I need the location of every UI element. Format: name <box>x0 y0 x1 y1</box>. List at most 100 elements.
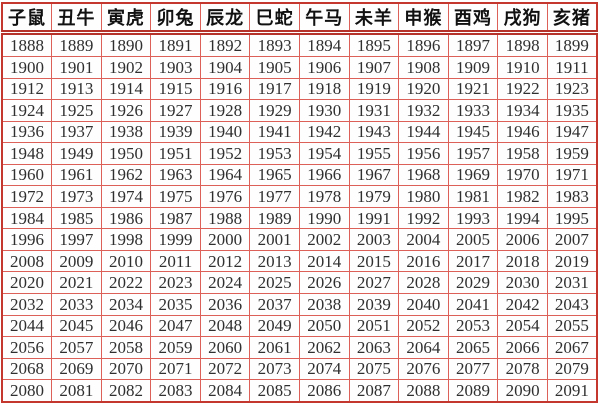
year-cell: 2023 <box>150 271 201 294</box>
table-row: 1936 1937 1938 1939 1940 1941 1942 1943 1944 1945… <box>1 120 598 144</box>
year-cell: 1953 <box>249 142 300 165</box>
year-cell: 1948 <box>1 142 53 165</box>
year-cell: 2089 <box>447 379 499 403</box>
year-cell: 1989 <box>249 206 300 230</box>
year-cell: 1993 <box>447 206 499 230</box>
year-cell: 2064 <box>398 336 449 359</box>
year-cell: 1973 <box>51 185 102 208</box>
year-cell: 1923 <box>546 77 598 101</box>
year-cell: 2051 <box>348 314 400 338</box>
year-cell: 2036 <box>199 292 251 316</box>
year-cell: 1988 <box>199 206 251 230</box>
year-cell: 1990 <box>298 206 350 230</box>
table-row: 1984 1985 1986 1987 1988 1989 1990 1991 1992 1993… <box>1 206 598 230</box>
year-cell: 1969 <box>447 163 499 187</box>
year-cell: 1998 <box>100 228 152 251</box>
year-cell: 2056 <box>1 336 53 359</box>
table-row: 2068 2069 2070 2071 2072 2073 2074 2075 2076 2077… <box>1 357 598 381</box>
year-cell: 1952 <box>199 142 251 165</box>
year-cell: 2014 <box>298 249 350 273</box>
year-cell: 2062 <box>298 336 350 359</box>
year-cell: 1958 <box>497 142 548 165</box>
year-cell: 2028 <box>398 271 449 294</box>
year-cell: 1933 <box>447 99 499 122</box>
year-cell: 2024 <box>199 271 251 294</box>
year-cell: 2059 <box>150 336 201 359</box>
year-cell: 2076 <box>398 357 449 381</box>
year-cell: 1927 <box>150 99 201 122</box>
year-cell: 1967 <box>348 163 400 187</box>
table-body: 1888 1889 1890 1891 1892 1893 1894 1895 1896 1897… <box>1 32 598 403</box>
year-cell: 2033 <box>51 292 102 316</box>
year-cell: 2027 <box>348 271 400 294</box>
header-cell-tiger: 寅虎 <box>100 2 152 35</box>
year-cell: 1889 <box>51 32 102 57</box>
year-cell: 1961 <box>51 163 102 187</box>
year-cell: 2077 <box>447 357 499 381</box>
year-cell: 1941 <box>249 120 300 144</box>
year-cell: 1970 <box>497 163 548 187</box>
year-cell: 1950 <box>100 142 152 165</box>
year-cell: 1940 <box>199 120 251 144</box>
table-row: 1960 1961 1962 1963 1964 1965 1966 1967 1968 1969… <box>1 163 598 187</box>
year-cell: 2031 <box>546 271 598 294</box>
year-cell: 1890 <box>100 32 152 57</box>
year-cell: 1960 <box>1 163 53 187</box>
year-cell: 1893 <box>249 32 300 57</box>
year-cell: 2079 <box>546 357 598 381</box>
table-row: 1912 1913 1914 1915 1916 1917 1918 1919 1920 1921… <box>1 77 598 101</box>
year-cell: 1974 <box>100 185 152 208</box>
year-cell: 1937 <box>51 120 102 144</box>
year-cell: 1895 <box>348 32 400 57</box>
year-cell: 1910 <box>497 55 548 79</box>
year-cell: 2038 <box>298 292 350 316</box>
year-cell: 2071 <box>150 357 201 381</box>
year-cell: 2069 <box>51 357 102 381</box>
year-cell: 1951 <box>150 142 201 165</box>
year-cell: 2005 <box>447 228 499 251</box>
year-cell: 2066 <box>497 336 548 359</box>
year-cell: 1938 <box>100 120 152 144</box>
year-cell: 2068 <box>1 357 53 381</box>
year-cell: 2015 <box>348 249 400 273</box>
year-cell: 1987 <box>150 206 201 230</box>
year-cell: 1931 <box>348 99 400 122</box>
year-cell: 1943 <box>348 120 400 144</box>
header-cell-goat: 未羊 <box>348 2 400 35</box>
year-cell: 2074 <box>298 357 350 381</box>
year-cell: 2007 <box>546 228 598 251</box>
year-cell: 1977 <box>249 185 300 208</box>
year-cell: 1907 <box>348 55 400 79</box>
year-cell: 1929 <box>249 99 300 122</box>
year-cell: 2090 <box>497 379 548 403</box>
year-cell: 2046 <box>100 314 152 338</box>
header-cell-pig: 亥猪 <box>546 2 598 35</box>
year-cell: 2053 <box>447 314 499 338</box>
year-cell: 2061 <box>249 336 300 359</box>
year-cell: 1914 <box>100 77 152 101</box>
year-cell: 2002 <box>298 228 350 251</box>
year-cell: 2045 <box>51 314 102 338</box>
year-cell: 2035 <box>150 292 201 316</box>
year-cell: 1968 <box>398 163 449 187</box>
year-cell: 1906 <box>298 55 350 79</box>
year-cell: 1959 <box>546 142 598 165</box>
year-cell: 2088 <box>398 379 449 403</box>
table-row: 2056 2057 2058 2059 2060 2061 2062 2063 2064 2065… <box>1 336 598 359</box>
year-cell: 1930 <box>298 99 350 122</box>
year-cell: 2012 <box>199 249 251 273</box>
year-cell: 1971 <box>546 163 598 187</box>
year-cell: 2087 <box>348 379 400 403</box>
table-row: 2020 2021 2022 2023 2024 2025 2026 2027 2028 2029… <box>1 271 598 294</box>
year-cell: 1942 <box>298 120 350 144</box>
year-cell: 2021 <box>51 271 102 294</box>
year-cell: 2063 <box>348 336 400 359</box>
year-cell: 2037 <box>249 292 300 316</box>
year-cell: 2013 <box>249 249 300 273</box>
year-cell: 2049 <box>249 314 300 338</box>
year-cell: 2057 <box>51 336 102 359</box>
year-cell: 2016 <box>398 249 449 273</box>
year-cell: 2081 <box>51 379 102 403</box>
year-cell: 1932 <box>398 99 449 122</box>
year-cell: 1939 <box>150 120 201 144</box>
